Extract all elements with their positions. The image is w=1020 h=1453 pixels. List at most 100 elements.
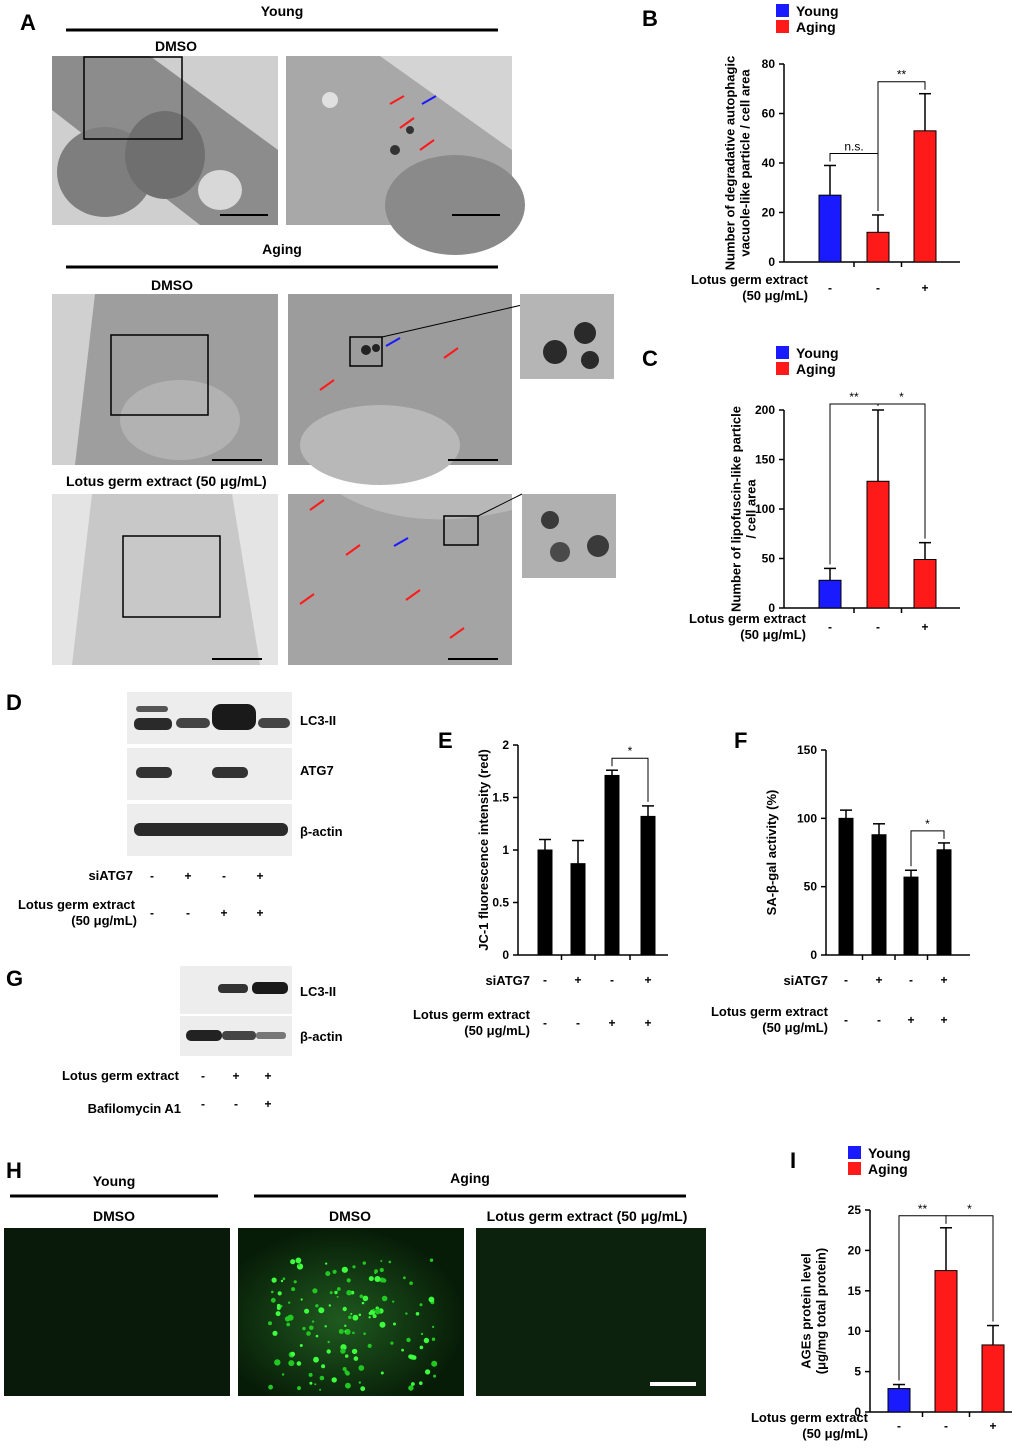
condition-label: Lotus germ extract [691,272,809,287]
fluo-dot [361,1301,365,1305]
fluo-dot [288,1301,291,1304]
fluo-dot [403,1276,406,1280]
significance-bracket [611,757,649,802]
red-arrow [449,627,465,639]
condition-label: Lotus germ extract [751,1410,869,1425]
inset-box [349,336,383,367]
fluo-dot [372,1308,375,1312]
significance-label: ** [849,390,859,404]
condition-label: (50 μg/mL) [802,1426,868,1441]
legend-swatch [776,20,789,33]
dmso-label: DMSO [329,1208,371,1224]
fluo-dot [346,1278,351,1283]
y-axis-label: JC-1 fluorescence intensity (red) [476,749,491,951]
red-arrow [443,347,459,359]
sign: - [150,906,154,920]
fluo-dot [348,1315,352,1320]
y-tick-label: 100 [797,811,817,825]
fluo-dot [336,1295,339,1298]
em-aging-high [288,294,523,485]
fluo-dot [425,1369,431,1375]
panel-g: G LC3-II β-actin Lotus germ extract - + … [6,966,343,1116]
condition-label: (50 μg/mL) [762,1020,828,1035]
fluo-dot [288,1360,295,1367]
band-label: LC3-II [300,984,336,999]
fluo-dot [352,1265,356,1269]
inset-connector [477,493,523,517]
fluo-aging-lotus [476,1228,706,1396]
condition-sign: + [574,973,581,987]
condition-sign: + [940,1013,947,1027]
em-lotus-low [52,494,278,665]
sign: + [184,869,191,883]
condition-sign: - [944,1419,948,1433]
y-tick-label: 2 [502,738,509,752]
lotus-label: Lotus germ extract (50 μg/mL) [66,473,267,489]
sign: + [264,1097,271,1111]
fluo-dot [321,1364,326,1369]
fluo-dot [280,1279,284,1283]
fluo-dot [374,1276,381,1282]
y-tick-label: 200 [755,403,775,417]
bar [936,849,952,956]
fluo-dot [284,1316,291,1322]
fluo-dot [268,1321,272,1326]
condition-label: Lotus germ extract [689,611,807,626]
fluo-dot [309,1325,314,1331]
significance-label: ** [918,1202,928,1216]
fluo-dot [312,1288,318,1294]
fluo-dot [328,1304,331,1307]
condition-sign: - [828,281,832,295]
fluo-dot [296,1361,302,1366]
sign: + [232,1069,239,1083]
fluo-dot [352,1331,355,1335]
red-arrow [405,589,421,601]
condition-sign: + [644,1016,651,1030]
fluo-dot [282,1277,286,1280]
sign: - [201,1069,205,1083]
condition-sign: + [921,281,928,295]
fluo-dot [342,1367,347,1371]
y-tick-label: 5 [854,1365,861,1379]
bar [537,849,553,956]
panel-d: D LC3-II ATG7 β-actin siATG7 - + - + Lot… [6,690,343,928]
fluo-dot [345,1354,349,1358]
fluo-dot [314,1383,317,1386]
condition-sign: - [610,973,614,987]
condition-sign: + [875,973,882,987]
legend-label: Aging [796,361,836,377]
band-label: β-actin [300,1029,343,1044]
em-young-high [286,56,525,255]
fluo-dot [409,1281,413,1285]
legend-swatch [776,346,789,359]
fluo-dot [313,1356,319,1363]
fluo-dot [392,1300,395,1303]
panel-label-c: C [642,346,658,371]
panel-label-h: H [6,1158,22,1183]
fluo-puncta [268,1231,679,1392]
fluo-dot [290,1259,296,1265]
fluo-dot [276,1303,281,1308]
blot-lc3-g [180,966,292,1014]
fluo-dot [419,1303,423,1307]
sign: - [234,1097,238,1111]
y-axis-label: (μg/mg total protein) [814,1248,829,1374]
y-tick-label: 0 [810,948,817,962]
bar [838,817,854,956]
fluo-dot [286,1322,291,1327]
blue-arrow [421,95,437,105]
fluo-dot [319,1375,325,1381]
chart-c: 0 50 100 150 200 Number of lipofuscin-like pa… [689,345,960,642]
red-arrow [309,499,325,511]
condition-sign: + [608,1016,615,1030]
panel-label-f: F [734,728,747,753]
y-tick-label: 10 [848,1324,862,1338]
condition-label: Lotus germ extract [711,1004,829,1019]
y-axis-label: Number of degradative autophagic [723,56,738,271]
fluo-dot [346,1290,352,1296]
dmso-label: DMSO [93,1208,135,1224]
fluo-dot [309,1381,313,1385]
y-axis-label: AGEs protein level [799,1253,814,1369]
legend-label: Young [868,1145,911,1161]
red-arrow [419,139,435,151]
